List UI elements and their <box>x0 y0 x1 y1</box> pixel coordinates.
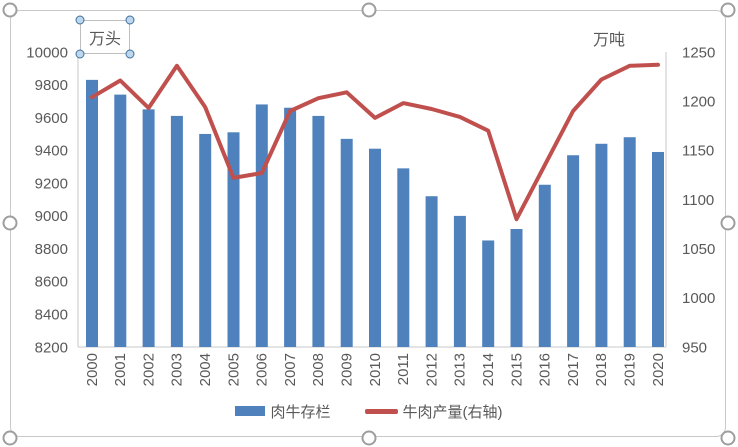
x-axis-tick-label: 2001 <box>112 353 129 386</box>
bar-2012[interactable] <box>425 196 438 347</box>
x-axis-tick-label: 2016 <box>537 353 554 386</box>
legend-item-bar-series[interactable]: 肉牛存栏 <box>235 401 331 422</box>
x-axis-tick-label: 2012 <box>423 353 440 386</box>
x-axis-tick-label: 2006 <box>254 353 271 386</box>
x-axis-tick-label: 2018 <box>593 353 610 386</box>
textbox-handle-bottom-left[interactable] <box>75 49 85 59</box>
legend-bar-swatch <box>235 406 266 416</box>
chart-selection-handle-top-left[interactable] <box>2 2 18 18</box>
chart-legend[interactable]: 肉牛存栏 牛肉产量(右轴) <box>0 401 738 421</box>
bar-2016[interactable] <box>538 184 551 347</box>
left-axis-tick-label: 9800 <box>35 77 68 94</box>
chart-selection-handle-top-right[interactable] <box>720 2 736 18</box>
right-axis-tick-label: 1100 <box>682 192 714 209</box>
left-axis-unit-textbox[interactable]: 万头 <box>80 20 130 54</box>
left-axis-tick-label: 8600 <box>35 274 68 291</box>
left-axis-tick-label: 9200 <box>35 175 68 192</box>
left-axis-tick-label: 8800 <box>35 241 68 258</box>
chart-selection-handle-top-center[interactable] <box>361 2 377 18</box>
right-axis-tick-label: 950 <box>682 339 707 356</box>
right-axis-tick-label: 1050 <box>682 241 715 258</box>
bar-2019[interactable] <box>623 137 636 347</box>
bar-2006[interactable] <box>255 104 268 347</box>
bar-2015[interactable] <box>510 229 523 347</box>
x-axis-tick-label: 2000 <box>84 353 101 386</box>
bar-2007[interactable] <box>284 107 297 347</box>
left-axis-tick-label: 9600 <box>35 110 68 127</box>
textbox-handle-top-left[interactable] <box>75 15 85 25</box>
chart-selection-handle-middle-left[interactable] <box>2 215 18 231</box>
bar-2003[interactable] <box>170 115 183 348</box>
x-axis-tick-label: 2003 <box>169 353 186 386</box>
left-axis-tick-label: 8200 <box>35 339 68 356</box>
x-axis-tick-label: 2014 <box>480 353 497 386</box>
bar-2013[interactable] <box>453 215 466 347</box>
bar-2002[interactable] <box>142 109 155 347</box>
bar-2000[interactable] <box>86 79 98 347</box>
right-axis-tick-label: 1150 <box>682 143 714 160</box>
bar-2010[interactable] <box>369 148 381 347</box>
bar-2014[interactable] <box>482 240 495 347</box>
right-axis-tick-label: 1200 <box>682 93 715 110</box>
right-axis-tick-label: 1250 <box>682 44 715 61</box>
bar-2011[interactable] <box>397 168 410 347</box>
x-axis-tick-label: 2013 <box>452 353 469 386</box>
x-axis-tick-label: 2015 <box>508 353 525 386</box>
x-axis-tick-label: 2020 <box>650 353 667 386</box>
bar-2005[interactable] <box>227 132 240 347</box>
right-axis-unit-label: 万吨 <box>593 32 626 49</box>
textbox-handle-bottom-right[interactable] <box>125 49 135 59</box>
legend-line-label: 牛肉产量(右轴) <box>402 403 503 421</box>
chart-selection-handle-bottom-center[interactable] <box>361 430 377 446</box>
legend-bar-label: 肉牛存栏 <box>270 403 331 421</box>
right-axis-tick-label: 1000 <box>682 290 715 307</box>
left-axis-tick-label: 9400 <box>35 143 68 160</box>
x-axis-tick-label: 2010 <box>367 353 384 386</box>
x-axis-tick-label: 2017 <box>565 353 582 386</box>
legend-line-swatch <box>364 408 398 414</box>
chart-selection-handle-middle-right[interactable] <box>720 215 736 231</box>
left-axis-unit-label: 万头 <box>88 31 121 48</box>
chart-selection-handle-bottom-right[interactable] <box>720 430 736 446</box>
x-axis-tick-label: 2009 <box>339 353 356 386</box>
left-axis-tick-label: 9000 <box>35 208 68 225</box>
x-axis-tick-label: 2007 <box>282 353 299 386</box>
textbox-handle-top-right[interactable] <box>125 15 135 25</box>
line-series[interactable] <box>90 62 660 222</box>
bar-2008[interactable] <box>312 115 325 348</box>
bar-2017[interactable] <box>567 155 580 347</box>
legend-item-line-series[interactable]: 牛肉产量(右轴) <box>364 401 503 422</box>
left-axis-tick-label: 8400 <box>35 306 68 323</box>
bar-2001[interactable] <box>114 94 127 347</box>
bar-2004[interactable] <box>199 133 212 347</box>
bar-2009[interactable] <box>340 138 353 347</box>
x-axis-tick-label: 2019 <box>622 353 639 386</box>
x-axis-tick-label: 2011 <box>395 353 412 385</box>
x-axis-tick-label: 2008 <box>310 353 327 386</box>
x-axis-tick-label: 2005 <box>225 353 242 386</box>
x-axis-tick-label: 2004 <box>197 353 214 386</box>
bar-2020[interactable] <box>652 151 664 347</box>
left-axis-tick-label: 10000 <box>26 44 68 61</box>
x-axis-tick-label: 2002 <box>140 353 157 386</box>
bar-2018[interactable] <box>595 143 608 347</box>
chart-selection-handle-bottom-left[interactable] <box>2 430 18 446</box>
